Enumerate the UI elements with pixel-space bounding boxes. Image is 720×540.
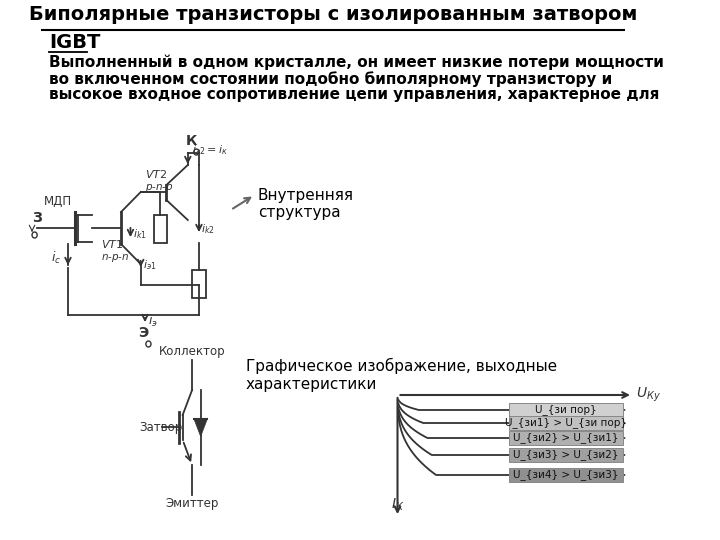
FancyBboxPatch shape	[509, 468, 623, 482]
Polygon shape	[194, 418, 207, 436]
Text: U_{зи1} > U_{зи пор}: U_{зи1} > U_{зи пор}	[505, 417, 626, 428]
Text: $i_{э1}$: $i_{э1}$	[143, 258, 157, 272]
Text: К: К	[186, 134, 197, 148]
Text: $p$-$n$-$p$: $p$-$n$-$p$	[145, 182, 174, 194]
Text: Биполярные транзисторы с изолированным затвором: Биполярные транзисторы с изолированным з…	[29, 5, 637, 24]
Text: высокое входное сопротивление цепи управления, характерное для: высокое входное сопротивление цепи управ…	[49, 87, 660, 102]
Text: З: З	[32, 211, 42, 225]
Text: U_{зи4} > U_{зи3}: U_{зи4} > U_{зи3}	[513, 470, 618, 481]
FancyBboxPatch shape	[509, 403, 623, 417]
Text: Эмиттер: Эмиттер	[166, 497, 219, 510]
Text: $i_{э2} = i_к$: $i_{э2} = i_к$	[192, 143, 228, 157]
Text: Затвор: Затвор	[139, 421, 182, 434]
Text: Выполненный в одном кристалле, он имеет низкие потери мощности: Выполненный в одном кристалле, он имеет …	[49, 55, 664, 71]
Text: U_{зи3} > U_{зи2}: U_{зи3} > U_{зи2}	[513, 449, 618, 461]
Text: U_{зи пор}: U_{зи пор}	[535, 404, 596, 415]
Text: $i_{k2}$: $i_{k2}$	[202, 222, 215, 236]
Text: $VT1$: $VT1$	[101, 238, 123, 250]
FancyBboxPatch shape	[509, 416, 623, 430]
Text: $n$-$p$-$n$: $n$-$p$-$n$	[101, 252, 129, 264]
Text: IGBT: IGBT	[49, 33, 101, 52]
Bar	[192, 270, 206, 298]
Text: Внутренняя
структура: Внутренняя структура	[258, 188, 354, 220]
Bar	[153, 215, 167, 243]
Text: $U_{Ку}$: $U_{Ку}$	[636, 386, 661, 404]
FancyBboxPatch shape	[509, 431, 623, 445]
FancyBboxPatch shape	[509, 448, 623, 462]
Text: U_{зи2} > U_{зи1}: U_{зи2} > U_{зи1}	[513, 433, 618, 443]
Text: $i_э$: $i_э$	[148, 313, 158, 329]
Text: во включенном состоянии подобно биполярному транзистору и: во включенном состоянии подобно биполярн…	[49, 71, 613, 87]
Text: $I_К$: $I_К$	[391, 497, 404, 513]
Text: $i_{k1}$: $i_{k1}$	[133, 227, 147, 241]
Text: $VT2$: $VT2$	[145, 168, 167, 180]
Text: Коллектор: Коллектор	[159, 345, 225, 358]
Text: Э: Э	[138, 326, 148, 340]
Text: МДП: МДП	[44, 195, 72, 208]
Text: Графическое изображение, выходные
характеристики: Графическое изображение, выходные характ…	[246, 358, 557, 392]
Text: $i_c$: $i_c$	[51, 250, 61, 266]
